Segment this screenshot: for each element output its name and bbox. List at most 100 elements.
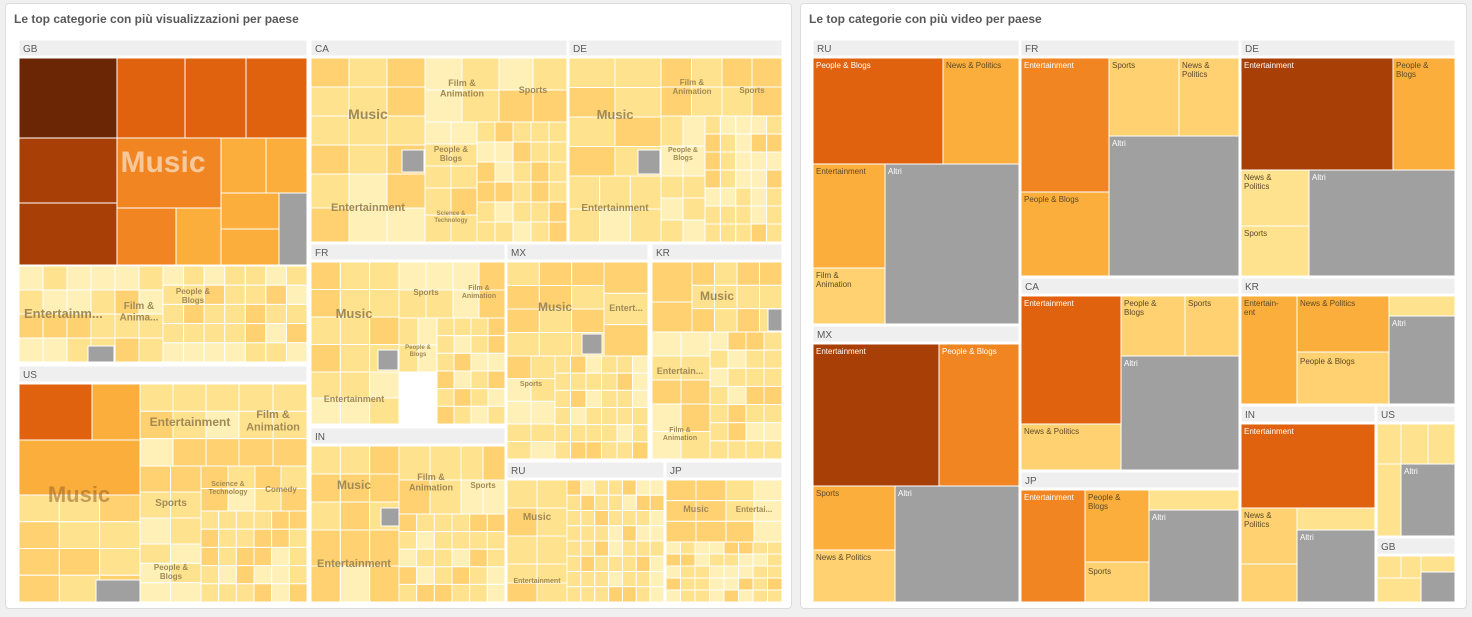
ca-other-cell[interactable] (512, 221, 532, 243)
ru-other-cell[interactable] (649, 555, 665, 572)
gb-other-cell[interactable] (265, 323, 287, 344)
jp-other-cell[interactable] (767, 541, 783, 555)
in-music-cell[interactable] (369, 473, 400, 503)
ru-other-cell[interactable] (566, 555, 582, 572)
r-kr-cell[interactable] (1240, 295, 1298, 405)
de-other-cell[interactable] (719, 187, 737, 207)
kr-other-cell[interactable] (709, 385, 729, 406)
country-kr-header[interactable] (651, 243, 783, 261)
mx-other-cell[interactable] (616, 355, 633, 374)
jp-other-cell[interactable] (767, 589, 783, 603)
kr-music-cell[interactable] (759, 284, 783, 310)
r-us-cell[interactable] (1427, 423, 1456, 465)
ru-other-cell[interactable] (580, 540, 596, 557)
mx-other-cell[interactable] (601, 424, 618, 443)
ru-other-cell[interactable] (608, 525, 623, 542)
de-other-cell[interactable] (750, 151, 768, 171)
in-music-cell[interactable] (339, 445, 371, 475)
fr-sports-cell[interactable] (425, 289, 454, 319)
ca-sci-cell[interactable] (424, 187, 452, 216)
de-ent-cell[interactable] (599, 208, 631, 243)
r-gb-cell[interactable] (1376, 555, 1402, 579)
gb-other-cell[interactable] (224, 265, 246, 286)
mx-other-cell[interactable] (616, 441, 633, 460)
ca-other-cell[interactable] (476, 121, 496, 143)
r-country-in-header[interactable] (1240, 405, 1376, 423)
jp-other-cell[interactable] (738, 541, 754, 555)
r-in-cell[interactable] (1296, 507, 1376, 531)
ru-other-cell[interactable] (566, 586, 582, 603)
in-other-cell[interactable] (469, 548, 488, 568)
gb-cell[interactable] (220, 137, 267, 194)
in-other-cell[interactable] (486, 513, 506, 533)
r-us-cell[interactable] (1400, 463, 1456, 537)
gb-other-cell[interactable] (224, 284, 246, 305)
us-entertainment-cell[interactable] (172, 438, 207, 467)
in-other-cell[interactable] (486, 566, 506, 585)
mx-other-cell[interactable] (554, 441, 571, 460)
fr-music-cell[interactable] (369, 316, 400, 345)
r-country-gb-header[interactable] (1376, 537, 1456, 555)
fr-other-cell[interactable] (487, 335, 506, 354)
us-other-cell[interactable] (288, 528, 308, 548)
mx-sports-cell[interactable] (506, 400, 532, 425)
us-people-cell[interactable] (139, 543, 171, 564)
gb-other-cell[interactable] (244, 342, 267, 363)
fr-other-cell[interactable] (453, 317, 472, 337)
kr-ent-cell[interactable] (680, 331, 711, 357)
ru-other-cell[interactable] (649, 540, 665, 557)
ru-other-cell[interactable] (621, 525, 637, 542)
jp-other-cell[interactable] (767, 565, 783, 579)
ru-other-cell[interactable] (635, 586, 651, 603)
us-sports-cell[interactable] (139, 517, 171, 545)
ru-other-cell[interactable] (594, 586, 610, 603)
ru-other-cell[interactable] (566, 571, 582, 588)
gb-entertainment-cell[interactable] (42, 337, 68, 363)
fr-music-cell[interactable] (310, 261, 341, 290)
kr-cell[interactable] (767, 308, 783, 332)
jp-other-cell[interactable] (723, 577, 739, 591)
mx-other-cell[interactable] (616, 389, 633, 409)
fr-other-cell[interactable] (453, 405, 472, 425)
us-other-cell[interactable] (271, 528, 290, 548)
in-sports-cell[interactable] (482, 445, 506, 481)
jp-other-cell[interactable] (723, 565, 739, 579)
ru-music-cell[interactable] (506, 535, 538, 565)
r-fr-cell[interactable] (1178, 57, 1240, 137)
ru-other-cell[interactable] (635, 525, 651, 542)
mx-other-cell[interactable] (554, 389, 571, 409)
country-us-header[interactable] (18, 365, 308, 383)
ca-other-cell[interactable] (530, 161, 550, 183)
de-other-cell[interactable] (735, 169, 752, 189)
mx-other-cell[interactable] (554, 424, 571, 443)
ru-other-cell[interactable] (580, 510, 596, 527)
kr-other-cell[interactable] (745, 422, 765, 442)
us-music-cell[interactable] (58, 574, 101, 603)
country-gb-header[interactable] (18, 39, 308, 57)
ru-other-cell[interactable] (635, 479, 651, 496)
us-other-cell[interactable] (235, 528, 255, 548)
ru-other-cell[interactable] (580, 479, 596, 496)
us-other-cell[interactable] (271, 565, 290, 585)
ca-music-cell[interactable] (348, 144, 388, 175)
r-ca-cell[interactable] (1020, 423, 1122, 471)
jp-other-cell[interactable] (694, 565, 710, 579)
kr-film-cell[interactable] (680, 403, 711, 432)
in-ent-cell[interactable] (310, 565, 341, 603)
us-other-cell[interactable] (200, 510, 220, 530)
in-other-cell[interactable] (398, 566, 418, 585)
r-kr-cell[interactable] (1388, 295, 1456, 317)
gb-film-cell[interactable] (114, 289, 140, 315)
us-music-cell[interactable] (18, 548, 60, 576)
de-sports-cell[interactable] (751, 57, 783, 88)
ca-other-cell[interactable] (494, 181, 514, 203)
ca-film-cell[interactable] (424, 89, 463, 123)
in-other-cell[interactable] (469, 566, 488, 585)
r-in-cell[interactable] (1240, 423, 1376, 509)
gb-cell[interactable] (278, 192, 308, 266)
gb-cell[interactable] (18, 202, 118, 266)
gb-entertainment-cell[interactable] (66, 313, 92, 339)
gb-entertainment-cell[interactable] (66, 337, 92, 363)
us-music-cell[interactable] (99, 521, 141, 549)
gb-film-cell[interactable] (138, 313, 164, 339)
